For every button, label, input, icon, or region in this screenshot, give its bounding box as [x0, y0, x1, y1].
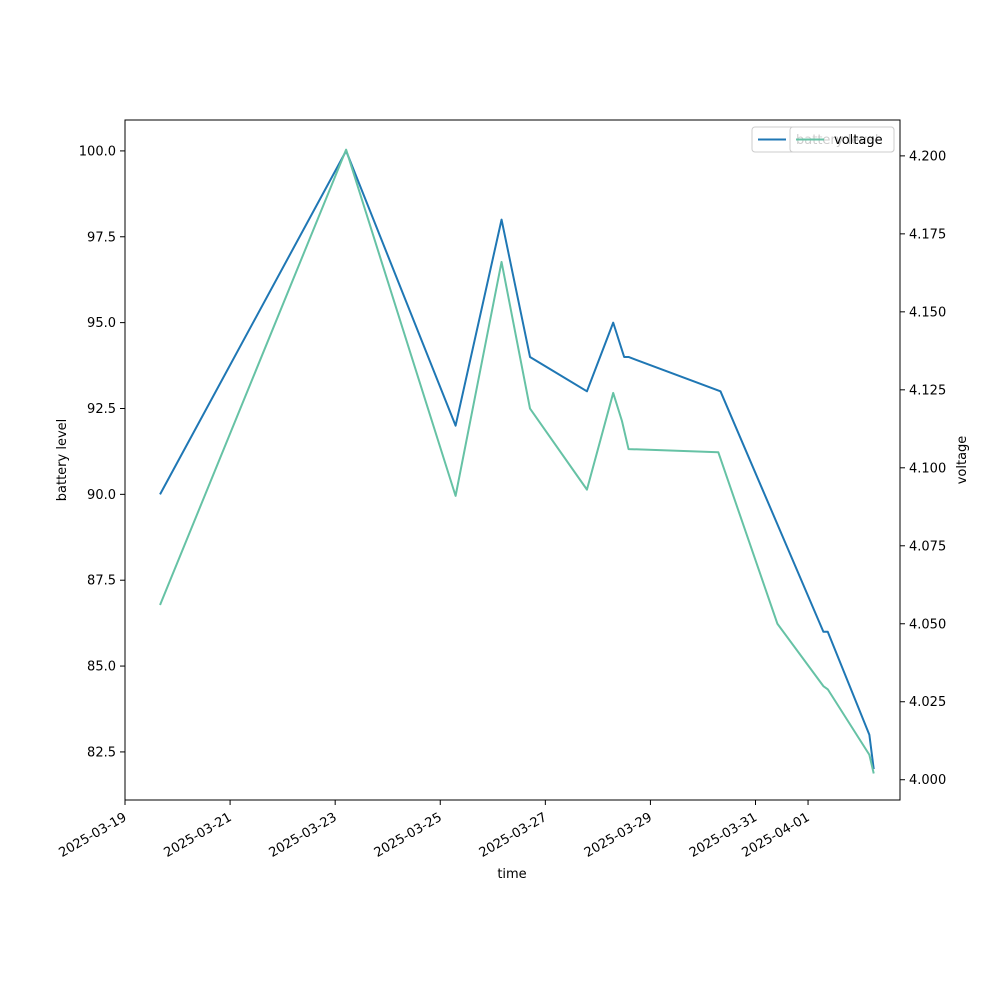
y-right-tick-label: 4.100 [909, 461, 946, 476]
y-right-tick-label: 4.175 [909, 227, 946, 242]
y-right-tick-label: 4.025 [909, 695, 946, 710]
y-left-tick-label: 90.0 [87, 488, 116, 503]
y-axis-left-label: battery level [55, 419, 70, 502]
y-left-tick-label: 97.5 [87, 230, 116, 245]
legend-label: voltage [834, 133, 883, 148]
y-right-tick-label: 4.000 [909, 773, 946, 788]
y-left-tick-label: 87.5 [87, 574, 116, 589]
series-line-voltage [159, 148, 875, 774]
y-left-tick-label: 92.5 [87, 402, 116, 417]
legend-box [789, 126, 895, 153]
x-axis-label: time [497, 867, 526, 882]
y-right-tick-label: 4.200 [909, 149, 946, 164]
y-left-tick-label: 95.0 [87, 316, 116, 331]
plot-frame [124, 119, 901, 801]
y-axis-left: 82.5 85.0 87.5 90.0 92.5 95.0 97.5 100.0 [79, 144, 125, 760]
y-left-tick-label: 100.0 [79, 144, 116, 159]
y-right-tick-label: 4.125 [909, 383, 946, 398]
series-line-battery-level [159, 149, 875, 770]
y-axis-right: 4.000 4.025 4.050 4.075 4.100 4.125 4.150 4.175… [900, 149, 946, 788]
y-left-tick-label: 82.5 [87, 745, 116, 760]
y-right-tick-label: 4.150 [909, 305, 946, 320]
y-right-tick-label: 4.075 [909, 539, 946, 554]
y-right-tick-label: 4.050 [909, 617, 946, 632]
y-axis-right-label: voltage [955, 436, 970, 485]
plot-area [124, 119, 901, 801]
y-left-tick-label: 85.0 [87, 660, 116, 675]
